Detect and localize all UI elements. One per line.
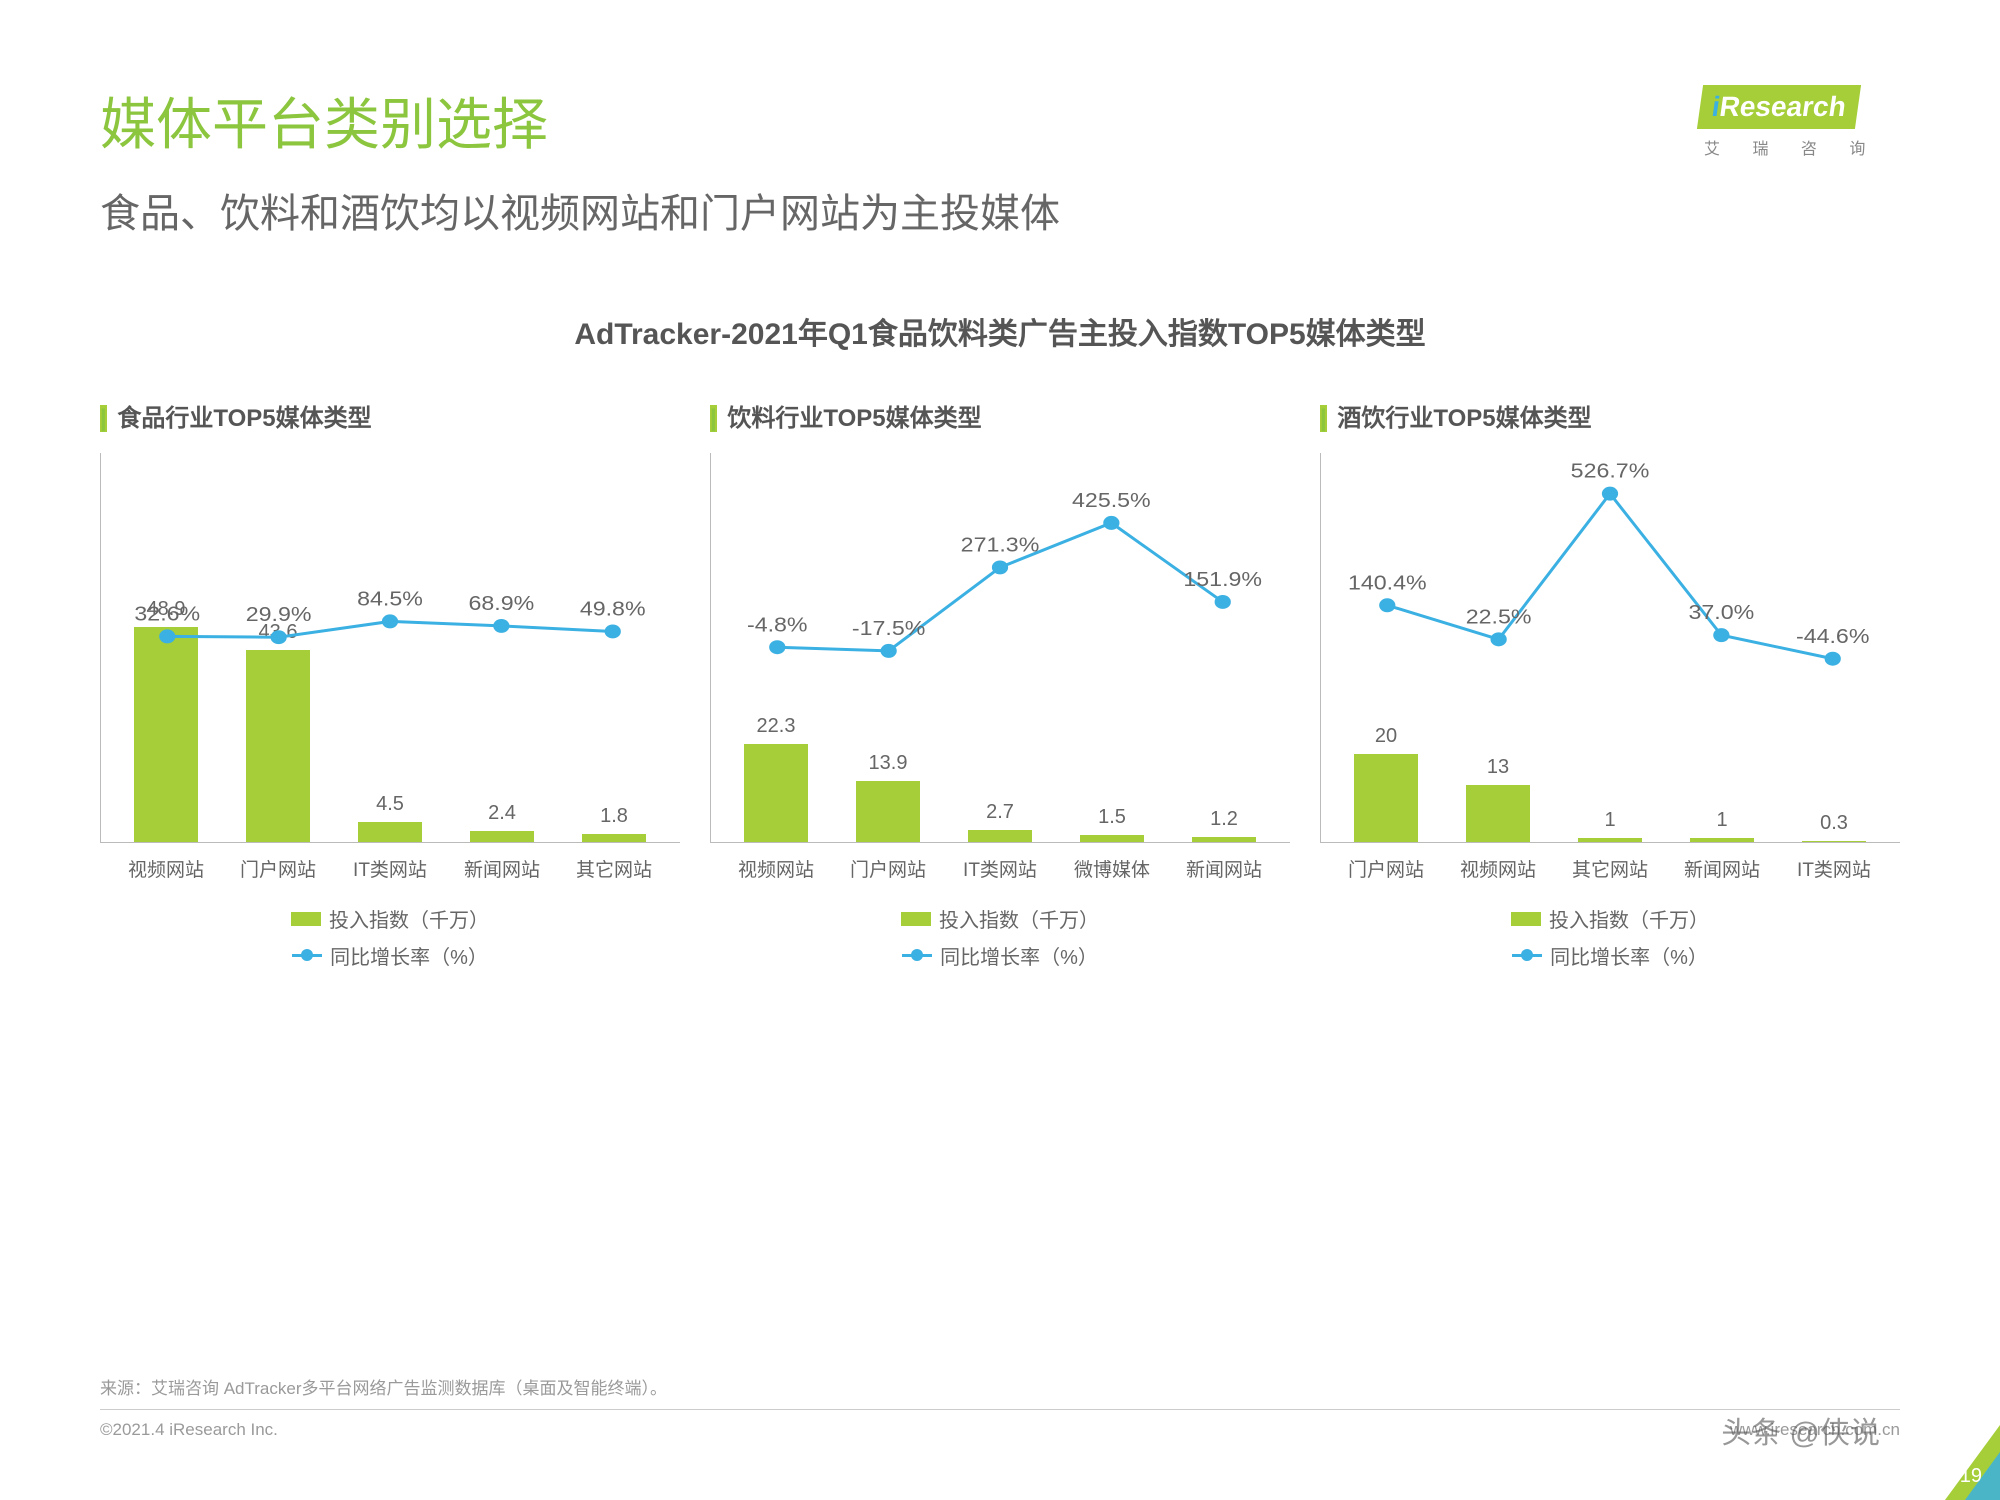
x-axis-label: 新闻网站	[1168, 855, 1280, 882]
panel-title: | 食品行业TOP5媒体类型	[100, 398, 680, 433]
svg-text:37.0%: 37.0%	[1688, 601, 1754, 624]
svg-text:-4.8%: -4.8%	[747, 613, 808, 636]
source-text: 来源：艾瑞咨询 AdTracker多平台网络广告监测数据库（桌面及智能终端）。	[100, 1374, 1900, 1410]
x-axis-label: 视频网站	[1442, 855, 1554, 882]
logo-text: Research	[1718, 91, 1848, 122]
x-axis-label: 门户网站	[1330, 855, 1442, 882]
svg-text:29.9%: 29.9%	[246, 603, 312, 626]
plot-area: 22.313.92.71.51.2-4.8%-17.5%271.3%425.5%…	[710, 453, 1290, 843]
chart-legend: 投入指数（千万）同比增长率（%）	[710, 904, 1290, 970]
logo-subtitle: 艾 瑞 咨 询	[1700, 135, 1900, 159]
page-title: 媒体平台类别选择	[100, 80, 1900, 161]
svg-text:22.5%: 22.5%	[1466, 605, 1532, 628]
svg-text:-17.5%: -17.5%	[852, 616, 925, 639]
x-axis-label: 视频网站	[110, 855, 222, 882]
chart-main-title: AdTracker-2021年Q1食品饮料类广告主投入指数TOP5媒体类型	[100, 309, 1900, 353]
x-axis-label: IT类网站	[1778, 855, 1890, 882]
svg-text:32.6%: 32.6%	[134, 602, 200, 625]
svg-text:-44.6%: -44.6%	[1796, 624, 1869, 647]
charts-row: | 食品行业TOP5媒体类型48.943.64.52.41.832.6%29.9…	[100, 398, 1900, 978]
svg-text:425.5%: 425.5%	[1072, 488, 1151, 511]
chart-panel-2: | 酒饮行业TOP5媒体类型2013110.3140.4%22.5%526.7%…	[1320, 398, 1900, 978]
chart-legend: 投入指数（千万）同比增长率（%）	[1320, 904, 1900, 970]
brand-logo: iResearch 艾 瑞 咨 询	[1700, 85, 1900, 159]
chart-legend: 投入指数（千万）同比增长率（%）	[100, 904, 680, 970]
footer: 来源：艾瑞咨询 AdTracker多平台网络广告监测数据库（桌面及智能终端）。 …	[100, 1374, 1900, 1440]
x-axis-label: IT类网站	[944, 855, 1056, 882]
chart-panel-0: | 食品行业TOP5媒体类型48.943.64.52.41.832.6%29.9…	[100, 398, 680, 978]
svg-text:84.5%: 84.5%	[357, 587, 423, 610]
watermark: 头条 @侠说	[1721, 1408, 1880, 1452]
page-number: 19	[1960, 1465, 1982, 1488]
panel-title: | 酒饮行业TOP5媒体类型	[1320, 398, 1900, 433]
x-axis-label: 门户网站	[832, 855, 944, 882]
svg-text:68.9%: 68.9%	[468, 592, 534, 615]
x-axis-label: 视频网站	[720, 855, 832, 882]
x-axis-label: 门户网站	[222, 855, 334, 882]
svg-text:526.7%: 526.7%	[1571, 459, 1650, 482]
x-axis-label: 新闻网站	[446, 855, 558, 882]
svg-text:151.9%: 151.9%	[1183, 568, 1262, 591]
x-axis-label: 其它网站	[558, 855, 670, 882]
x-axis-label: 微博媒体	[1056, 855, 1168, 882]
plot-area: 2013110.3140.4%22.5%526.7%37.0%-44.6%	[1320, 453, 1900, 843]
svg-text:140.4%: 140.4%	[1348, 571, 1427, 594]
panel-title: | 饮料行业TOP5媒体类型	[710, 398, 1290, 433]
svg-text:49.8%: 49.8%	[580, 597, 646, 620]
x-axis-label: 新闻网站	[1666, 855, 1778, 882]
copyright: ©2021.4 iResearch Inc.	[100, 1420, 278, 1440]
svg-text:271.3%: 271.3%	[961, 533, 1040, 556]
x-axis-label: 其它网站	[1554, 855, 1666, 882]
page-subtitle: 食品、饮料和酒饮均以视频网站和门户网站为主投媒体	[100, 181, 1900, 239]
plot-area: 48.943.64.52.41.832.6%29.9%84.5%68.9%49.…	[100, 453, 680, 843]
chart-panel-1: | 饮料行业TOP5媒体类型22.313.92.71.51.2-4.8%-17.…	[710, 398, 1290, 978]
x-axis-label: IT类网站	[334, 855, 446, 882]
